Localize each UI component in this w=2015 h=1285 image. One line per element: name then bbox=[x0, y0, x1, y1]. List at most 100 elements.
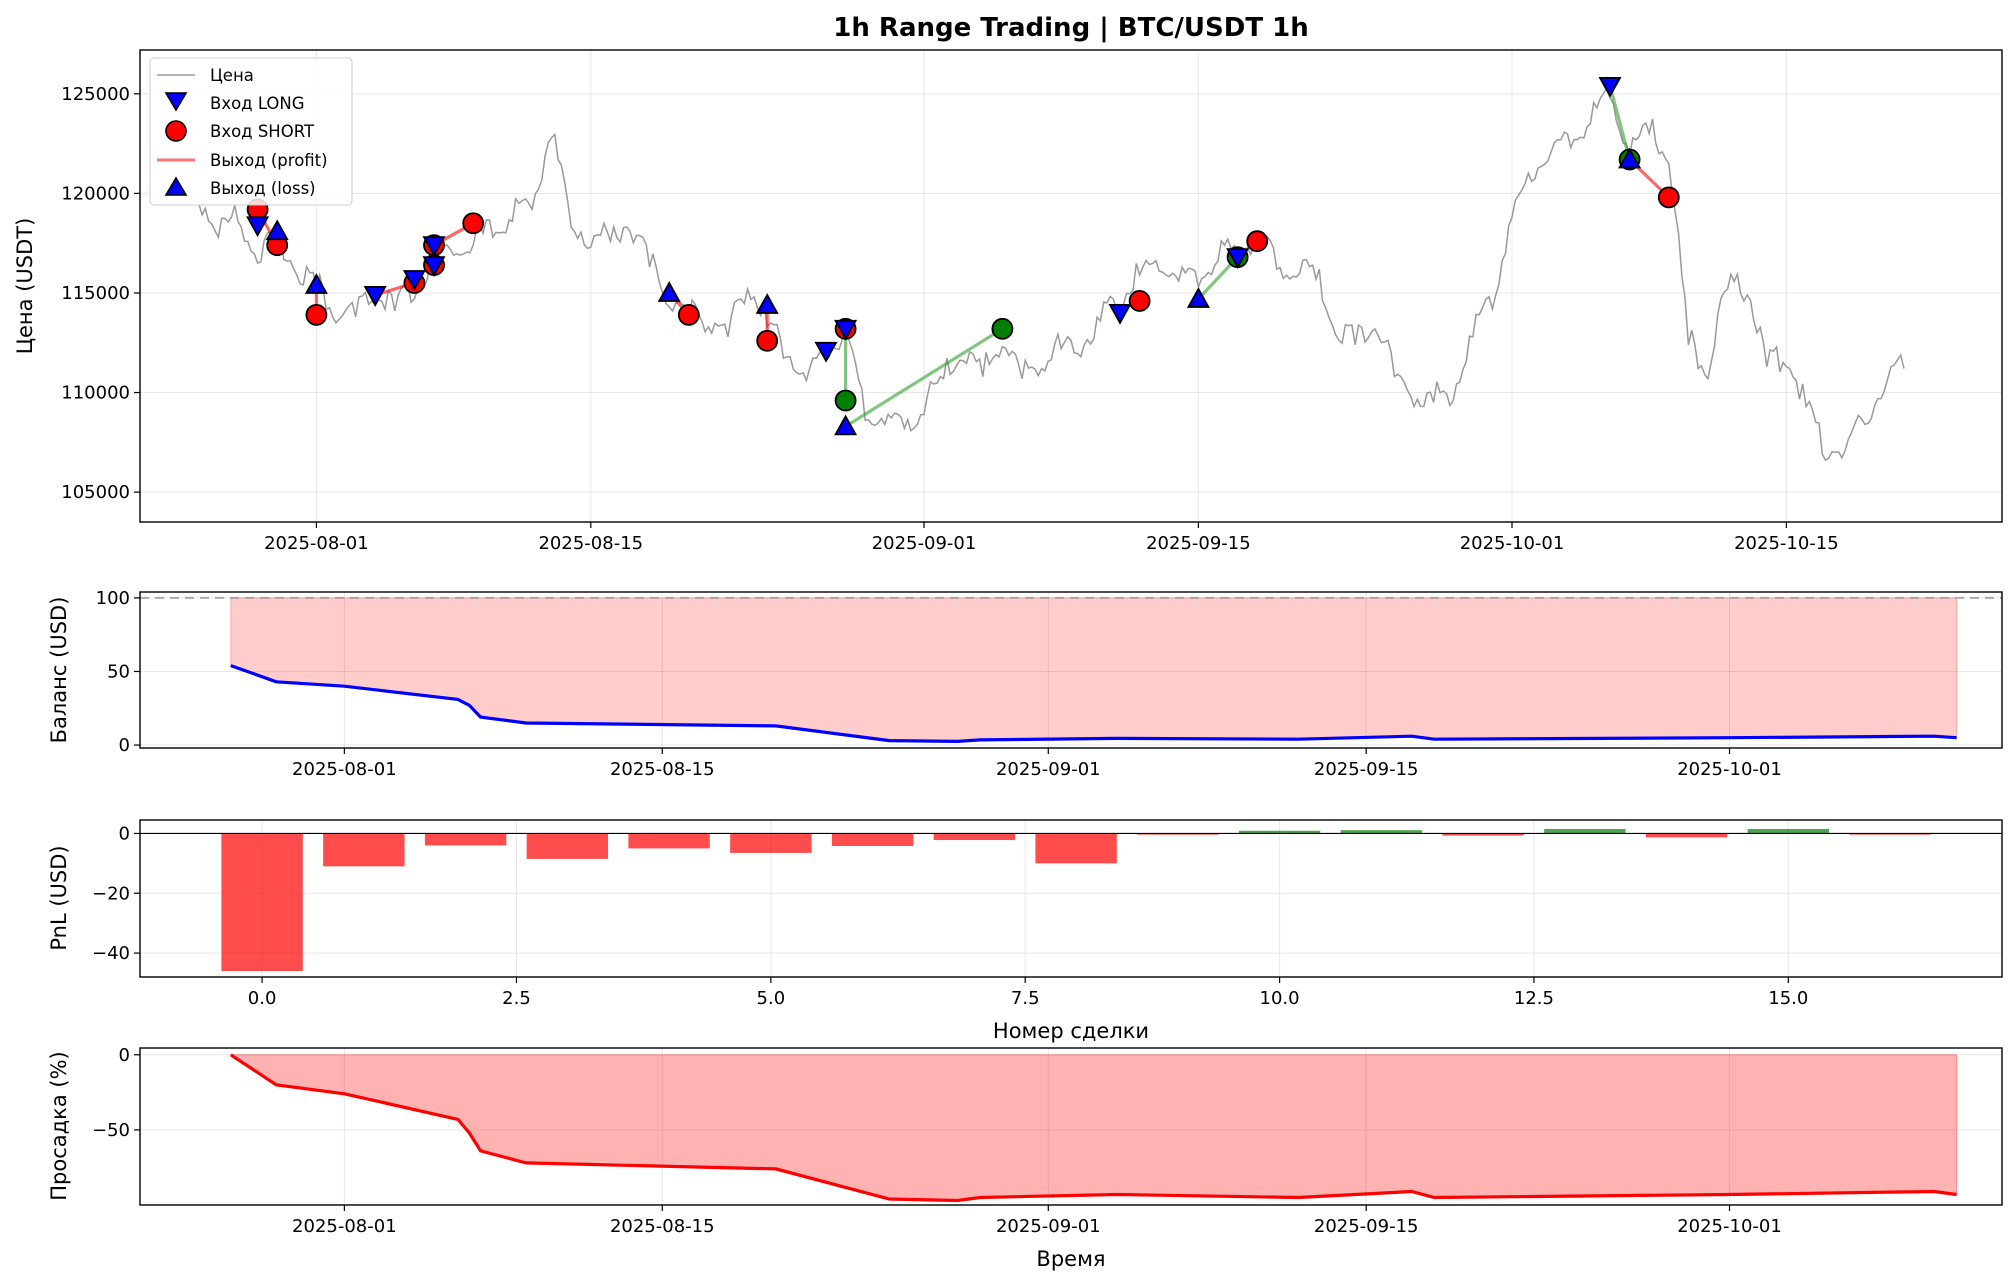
price-xtick-label: 2025-09-15 bbox=[1146, 533, 1251, 554]
balance-ytick-label: 50 bbox=[107, 661, 130, 682]
balance-xtick-label: 2025-10-01 bbox=[1677, 759, 1782, 780]
pnl-xtick-label: 15.0 bbox=[1768, 988, 1808, 1009]
pnl-bar bbox=[1035, 833, 1117, 864]
price-line bbox=[198, 86, 1905, 462]
profit-exit-marker bbox=[834, 389, 857, 412]
price-ytick-label: 115000 bbox=[61, 283, 130, 304]
legend: Цена Вход LONG Вход SHORT Выход (profit)… bbox=[149, 57, 353, 206]
loss-exit-marker bbox=[304, 273, 328, 294]
drawdown-xtick-label: 2025-09-15 bbox=[1314, 1216, 1419, 1237]
drawdown-ytick-label: 0 bbox=[119, 1045, 130, 1066]
balance-ytick-label: 100 bbox=[96, 588, 130, 609]
price-xtick-label: 2025-10-01 bbox=[1460, 533, 1565, 554]
legend-short-marker bbox=[165, 120, 187, 142]
drawdown-ytick-label: −50 bbox=[92, 1120, 130, 1141]
pnl-bar bbox=[1645, 833, 1728, 838]
legend-label-long: Вход LONG bbox=[210, 94, 305, 113]
balance-ytick-label: 0 bbox=[119, 735, 130, 756]
price-ytick-label: 120000 bbox=[61, 183, 130, 204]
pnl-xlabel: Номер сделки bbox=[993, 1019, 1149, 1043]
long-entry-marker bbox=[814, 341, 838, 363]
pnl-bar bbox=[526, 833, 609, 859]
legend-label-short: Вход SHORT bbox=[210, 122, 315, 141]
short-entry-marker bbox=[677, 303, 700, 326]
balance-xtick-label: 2025-08-01 bbox=[292, 759, 397, 780]
pnl-bar bbox=[1340, 830, 1423, 834]
pnl-xtick-label: 2.5 bbox=[502, 988, 531, 1009]
trade-line bbox=[844, 327, 1004, 428]
long-entry-marker bbox=[1598, 76, 1622, 98]
balance-xtick-label: 2025-08-15 bbox=[610, 759, 715, 780]
drawdown-plot-area bbox=[229, 1053, 1958, 1203]
pnl-xtick-label: 7.5 bbox=[1011, 988, 1040, 1009]
pnl-frame bbox=[139, 819, 2003, 978]
legend-box bbox=[149, 57, 353, 206]
balance-ylabel: Баланс (USD) bbox=[47, 597, 71, 744]
drawdown-xlabel: Время bbox=[1036, 1247, 1105, 1271]
short-exit-marker bbox=[1657, 186, 1680, 209]
loss-exit-marker bbox=[834, 414, 858, 436]
long-entry-marker bbox=[834, 319, 858, 341]
price-panel: 2025-08-01 2025-08-15 2025-09-01 2025-09-15… bbox=[61, 49, 2003, 554]
drawdown-xtick-label: 2025-08-01 bbox=[292, 1216, 397, 1237]
long-entry-marker bbox=[246, 216, 270, 238]
short-exit-marker bbox=[1246, 230, 1269, 253]
pnl-bar bbox=[1238, 830, 1321, 834]
pnl-bar bbox=[730, 833, 812, 853]
legend-label-price: Цена bbox=[210, 66, 254, 85]
short-entry-marker bbox=[305, 303, 328, 326]
balance-xtick-label: 2025-09-01 bbox=[996, 759, 1101, 780]
drawdown-ylabel: Просадка (%) bbox=[47, 1051, 71, 1200]
loss-exit-marker bbox=[1618, 147, 1642, 169]
legend-label-profit-exit: Выход (profit) bbox=[210, 151, 328, 170]
price-ylabel: Цена (USDT) bbox=[13, 218, 37, 355]
loss-exit-marker bbox=[657, 281, 681, 302]
pnl-xtick-label: 0.0 bbox=[248, 988, 277, 1009]
pnl-ytick-label: −40 bbox=[92, 943, 130, 964]
loss-exit-marker bbox=[265, 219, 289, 241]
price-ytick-label: 105000 bbox=[61, 482, 130, 503]
price-xtick-label: 2025-08-15 bbox=[538, 533, 643, 554]
loss-exit-marker bbox=[1186, 287, 1210, 308]
drawdown-line bbox=[229, 1053, 1957, 1203]
price-frame bbox=[139, 49, 2003, 523]
profit-exit-marker bbox=[991, 317, 1014, 340]
balance-panel: 2025-08-01 2025-08-15 2025-09-01 2025-09-15… bbox=[96, 588, 2003, 780]
pnl-bar bbox=[424, 833, 507, 846]
legend-long-marker bbox=[164, 92, 188, 112]
short-entry-marker bbox=[756, 329, 779, 352]
price-xtick-label: 2025-08-01 bbox=[264, 533, 369, 554]
price-ytick-label: 125000 bbox=[61, 84, 130, 105]
drawdown-fill bbox=[230, 1054, 1958, 1202]
pnl-panel: 0.0 2.5 5.0 7.5 10.0 12.5 15.0 −40 −20 0 bbox=[92, 819, 2003, 1009]
legend-loss-marker bbox=[164, 176, 188, 196]
pnl-xtick-label: 5.0 bbox=[757, 988, 786, 1009]
pnl-bar bbox=[1544, 828, 1626, 834]
drawdown-xtick-label: 2025-08-15 bbox=[610, 1216, 715, 1237]
pnl-bar bbox=[933, 833, 1016, 841]
pnl-bar bbox=[628, 833, 710, 849]
pnl-bar bbox=[1747, 828, 1830, 834]
trade-line bbox=[1608, 85, 1632, 160]
pnl-bar bbox=[831, 833, 914, 847]
pnl-ytick-label: −20 bbox=[92, 883, 130, 904]
short-entry-marker bbox=[462, 212, 485, 235]
pnl-ytick-label: 0 bbox=[119, 823, 130, 844]
long-entry-marker bbox=[363, 286, 387, 307]
legend-label-loss-exit: Выход (loss) bbox=[210, 179, 316, 198]
balance-xtick-label: 2025-09-15 bbox=[1314, 759, 1419, 780]
balance-frame bbox=[139, 591, 2003, 749]
drawdown-panel: 2025-08-01 2025-08-15 2025-09-01 2025-09-15… bbox=[92, 1045, 2003, 1237]
long-entry-marker bbox=[1226, 248, 1250, 269]
price-plot-area bbox=[198, 76, 1905, 462]
drawdown-frame bbox=[139, 1047, 2003, 1206]
pnl-ylabel: PnL (USD) bbox=[47, 845, 71, 950]
loss-exit-marker bbox=[755, 293, 779, 314]
long-entry-marker bbox=[1108, 303, 1132, 325]
chart-title: 1h Range Trading | BTC/USDT 1h bbox=[833, 13, 1308, 43]
pnl-bar bbox=[221, 833, 303, 972]
drawdown-xtick-label: 2025-10-01 bbox=[1677, 1216, 1782, 1237]
pnl-bar bbox=[1442, 833, 1524, 836]
pnl-xtick-label: 12.5 bbox=[1514, 988, 1554, 1009]
